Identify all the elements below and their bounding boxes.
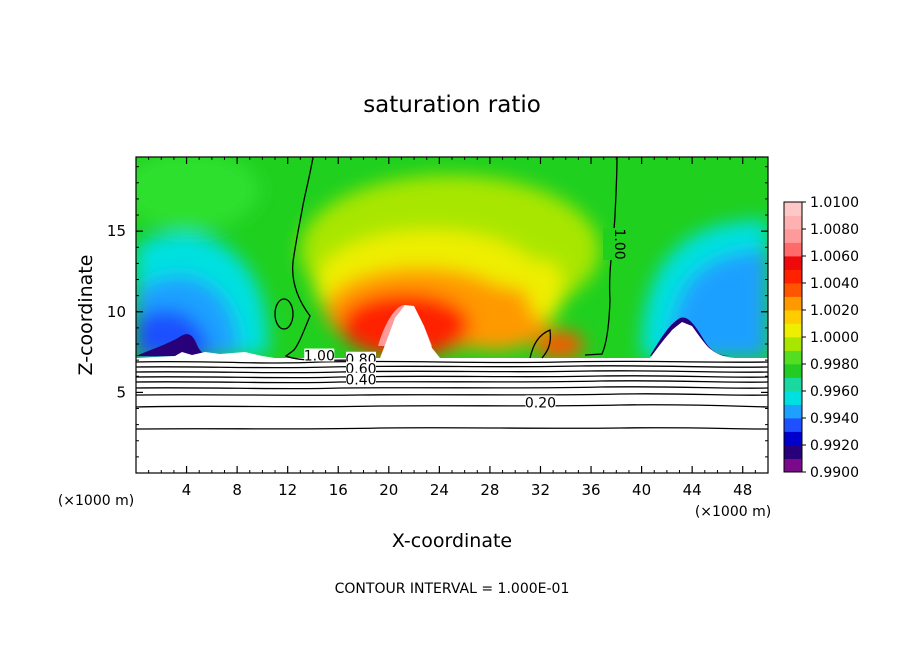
- contour-label-bg: [525, 395, 556, 409]
- colorbar-swatch: [784, 242, 802, 257]
- contour-label: 0.40: [345, 373, 376, 389]
- contour-label: 1.00: [611, 228, 627, 259]
- y-tick-label: 5: [116, 383, 126, 401]
- colorbar-swatch: [784, 418, 802, 432]
- x-tick-label: 36: [581, 481, 600, 499]
- colorbar-swatch: [784, 404, 802, 419]
- contour-label-bg: [345, 372, 376, 386]
- saturation-field: [136, 157, 768, 473]
- contour-label-bg: [603, 228, 617, 261]
- colorbar-swatch: [784, 391, 802, 405]
- contour-line-1.00-left: [284, 157, 361, 361]
- contour-line-0.10: [136, 427, 768, 430]
- colorbar-swatch: [784, 256, 802, 270]
- colorbar-swatch: [784, 431, 802, 446]
- colorbar-label: 0.9920: [810, 438, 859, 454]
- contour-line-0.80: [136, 365, 768, 369]
- colorbar-swatch: [784, 350, 802, 365]
- colorbar: 1.0100 1.0080 1.0060 1.0040 1.0020 1.0000 0.99…: [783, 195, 859, 481]
- contour-line-0.50: [136, 380, 768, 384]
- colorbar-swatch: [784, 364, 802, 378]
- colorbar-swatch: [784, 215, 802, 230]
- colorbar-label: 1.0100: [810, 195, 859, 211]
- left-dark-rim: [136, 334, 212, 356]
- contour-label-bg: [304, 348, 335, 362]
- contour-label: 1.00: [304, 349, 335, 365]
- colorbar-label: 1.0000: [810, 330, 859, 346]
- contour-line-0.40: [136, 386, 768, 390]
- x-unit-label-right: (×1000 m): [695, 504, 771, 520]
- x-tick-label: 20: [379, 481, 398, 499]
- colorbar-label: 0.9960: [810, 384, 859, 400]
- x-unit-label-left: (×1000 m): [58, 493, 134, 509]
- y-tick-label: 15: [107, 222, 126, 240]
- colorbar-swatch: [784, 458, 802, 473]
- field-blob: [536, 331, 584, 359]
- x-tick-label: 4: [182, 481, 192, 499]
- x-tick-label: 16: [329, 481, 348, 499]
- contour-line-0.90: [136, 360, 768, 364]
- field-blob: [136, 157, 260, 230]
- x-tick-label: 12: [278, 481, 297, 499]
- contour-line-0.60: [136, 375, 768, 379]
- x-tick-label: 24: [430, 481, 449, 499]
- x-axis: 4 8 12 16 20 24 28 32 36 40 44 48: [148, 157, 756, 499]
- contour-line-0.30: [136, 393, 768, 396]
- chart-title: saturation ratio: [363, 92, 541, 118]
- x-tick-label: 32: [531, 481, 550, 499]
- field-blob: [440, 286, 550, 350]
- x-axis-label: X-coordinate: [392, 530, 512, 552]
- field-blob: [527, 260, 563, 320]
- lower-white-region: [136, 305, 768, 473]
- y-axis-label: Z-coordinate: [75, 255, 97, 376]
- colorbar-swatch: [784, 269, 802, 284]
- colorbar-swatch: [784, 296, 802, 311]
- colorbar-label: 0.9940: [810, 411, 859, 427]
- colorbar-label: 1.0080: [810, 222, 859, 238]
- colorbar-label: 1.0020: [810, 303, 859, 319]
- x-tick-label: 48: [733, 481, 752, 499]
- colorbar-swatch: [784, 229, 802, 243]
- contour-label: 0.20: [525, 395, 556, 411]
- right-white-bump: [650, 323, 735, 358]
- y-axis: 5 10 15: [107, 166, 768, 458]
- colorbar-swatch: [784, 377, 802, 392]
- x-tick-label: 8: [232, 481, 242, 499]
- colorbar-label: 1.0060: [810, 249, 859, 265]
- x-tick-label: 44: [683, 481, 702, 499]
- y-tick-label: 10: [107, 303, 126, 321]
- contours: [136, 157, 768, 430]
- colorbar-swatch: [784, 202, 802, 216]
- colorbar-swatch: [784, 283, 802, 297]
- colorbar-swatch: [784, 323, 802, 338]
- contour-line-1.00-loop: [274, 298, 294, 330]
- contour-labels: 1.001.00 0.800.600.400.20: [304, 228, 627, 411]
- colorbar-label: 0.9900: [810, 465, 859, 481]
- contour-line-small-loop: [529, 329, 552, 359]
- x-tick-label: 40: [632, 481, 651, 499]
- colorbar-swatch: [784, 310, 802, 324]
- colorbar-swatch: [784, 445, 802, 459]
- contour-label-bg: [345, 361, 376, 375]
- contour-line-0.70: [136, 370, 768, 374]
- colorbar-swatch: [784, 337, 802, 351]
- contour-line-0.20: [136, 404, 768, 408]
- colorbar-label: 0.9980: [810, 357, 859, 373]
- colorbar-label: 1.0040: [810, 276, 859, 292]
- x-tick-label: 28: [480, 481, 499, 499]
- contour-interval-footer: CONTOUR INTERVAL = 1.000E-01: [335, 581, 570, 597]
